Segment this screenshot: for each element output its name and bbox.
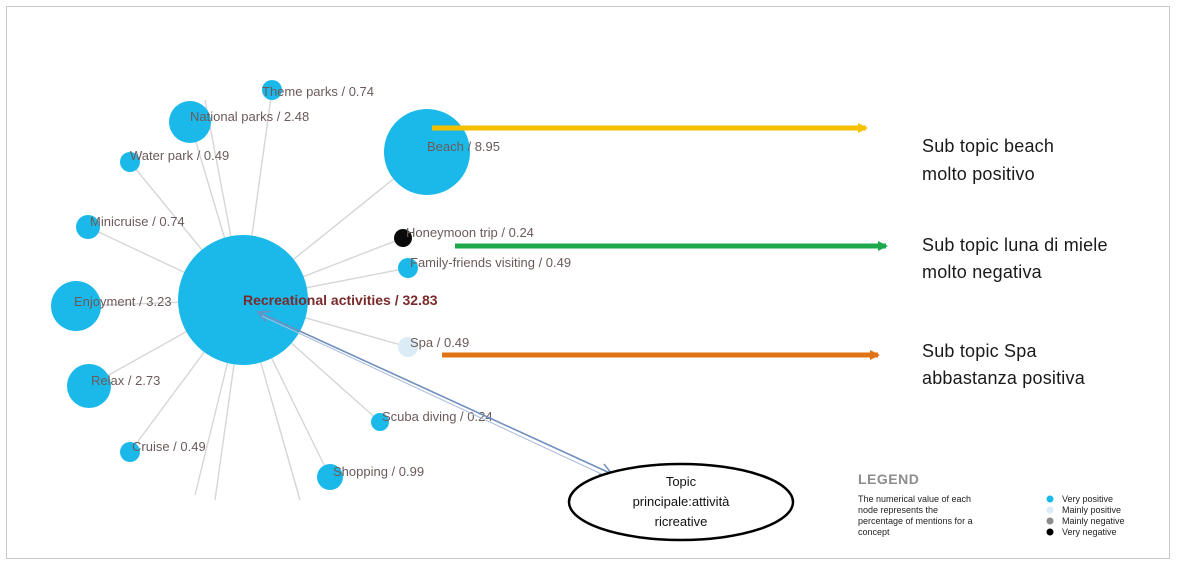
node-label-spa: Spa / 0.49 (410, 335, 469, 350)
node-label-national: National parks / 2.48 (190, 109, 309, 124)
legend-desc-line1: The numerical value of each (858, 494, 971, 504)
legend-swatch-mainly-negative (1046, 517, 1054, 525)
topic-line3: ricreative (655, 514, 708, 529)
legend-desc-line2: node represents the (858, 505, 938, 515)
node-label-honeymoon: Honeymoon trip / 0.24 (406, 225, 534, 240)
topic-line1: Topic (666, 474, 697, 489)
legend-swatch-mainly-positive (1046, 506, 1054, 514)
node-relax (67, 364, 111, 408)
node-family (398, 258, 418, 278)
node-label-enjoyment: Enjoyment / 3.23 (74, 294, 172, 309)
node-cruise (120, 442, 140, 462)
image-frame (6, 6, 1170, 559)
node-label-theme: Theme parks / 0.74 (262, 84, 374, 99)
node-honeymoon (394, 229, 412, 247)
legend-item-very-positive: Very positive (1062, 494, 1113, 504)
node-label-water: Water park / 0.49 (130, 148, 229, 163)
note-spa-line1: Sub topic Spa (922, 341, 1037, 361)
legend-swatch-very-negative (1046, 528, 1054, 536)
node-label-beach: Beach / 8.95 (427, 139, 500, 154)
node-national (169, 101, 211, 143)
legend-item-mainly-negative: Mainly negative (1062, 516, 1125, 526)
legend-item-very-negative: Very negative (1062, 527, 1117, 537)
node-label-minicruise: Minicruise / 0.74 (90, 214, 185, 229)
annotation-arrows (258, 123, 888, 479)
arrow-topic-shadow (261, 315, 611, 479)
legend-swatch-very-positive (1046, 495, 1054, 503)
legend-desc-line4: concept (858, 527, 890, 537)
node-labels: Theme parks / 0.74 National parks / 2.48… (74, 84, 571, 479)
node-minicruise (76, 215, 100, 239)
legend-title: LEGEND (858, 471, 919, 487)
topic-line2: principale:attività (633, 494, 731, 509)
node-enjoyment (51, 281, 101, 331)
node-theme (262, 80, 282, 100)
note-spa-line2: abbastanza positiva (922, 368, 1086, 388)
annotation-notes: Sub topic beach molto positivo Sub topic… (922, 136, 1108, 388)
network-nodes (51, 80, 470, 490)
legend: LEGEND The numerical value of each node … (858, 471, 1125, 537)
node-label-shopping: Shopping / 0.99 (333, 464, 424, 479)
legend-desc-line3: percentage of mentions for a (858, 516, 973, 526)
topic-ellipse (567, 462, 795, 542)
node-label-cruise: Cruise / 0.49 (132, 439, 206, 454)
note-beach-line2: molto positivo (922, 164, 1035, 184)
node-label-relax: Relax / 2.73 (91, 373, 160, 388)
node-water (120, 152, 140, 172)
center-node-label: Recreational activities / 32.83 (243, 292, 438, 308)
topic-box: Topic principale:attività ricreative (567, 462, 795, 542)
legend-item-mainly-positive: Mainly positive (1062, 505, 1121, 515)
arrow-topic (258, 312, 612, 474)
note-beach-line1: Sub topic beach (922, 136, 1054, 156)
note-honeymoon-line2: molto negativa (922, 262, 1043, 282)
node-label-family: Family-friends visiting / 0.49 (410, 255, 571, 270)
note-honeymoon-line1: Sub topic luna di miele (922, 235, 1108, 255)
